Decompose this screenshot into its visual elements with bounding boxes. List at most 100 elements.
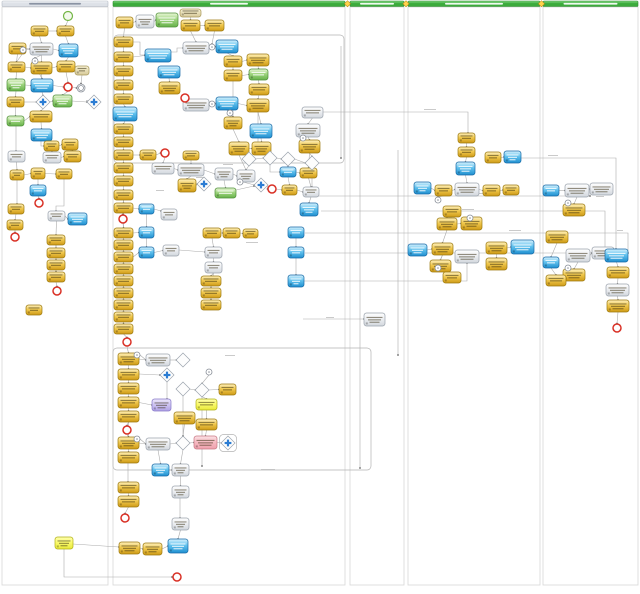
loop-marker-icon[interactable] [564, 199, 572, 207]
loop-marker-icon[interactable] [434, 196, 442, 204]
task-node[interactable] [118, 541, 141, 555]
task-node[interactable] [605, 283, 630, 297]
task-node[interactable] [542, 256, 560, 269]
gateway-exclusive-icon[interactable] [194, 382, 210, 398]
task-node[interactable] [485, 257, 508, 271]
task-node[interactable] [151, 463, 170, 477]
gateway-parallel-icon[interactable] [253, 177, 269, 193]
task-node[interactable] [177, 178, 197, 193]
task-node[interactable] [562, 203, 586, 217]
task-node[interactable] [215, 96, 239, 111]
end-event-icon[interactable] [267, 184, 277, 194]
task-node[interactable] [52, 94, 73, 108]
gateway-exclusive-icon[interactable] [304, 155, 320, 171]
task-node[interactable] [510, 239, 535, 255]
task-node[interactable] [113, 36, 134, 48]
task-node[interactable] [6, 219, 24, 231]
task-node[interactable] [455, 161, 476, 176]
task-node[interactable] [223, 69, 243, 82]
task-node[interactable] [138, 203, 155, 215]
task-node[interactable] [117, 382, 140, 395]
task-node[interactable] [202, 227, 222, 239]
gateway-parallel-icon[interactable] [86, 94, 102, 110]
task-node[interactable] [117, 410, 140, 423]
task-node[interactable] [436, 217, 458, 231]
loop-marker-icon[interactable] [133, 435, 141, 443]
task-node[interactable] [298, 139, 321, 154]
task-node[interactable] [182, 150, 200, 161]
task-node[interactable] [242, 228, 259, 239]
task-node[interactable] [46, 259, 66, 271]
task-node[interactable] [173, 411, 196, 425]
task-node[interactable] [113, 136, 134, 148]
task-node[interactable] [442, 205, 462, 218]
task-node[interactable] [113, 79, 134, 91]
task-node[interactable] [279, 166, 297, 178]
task-node[interactable] [485, 241, 508, 255]
task-node[interactable] [25, 304, 43, 316]
loop-marker-icon[interactable] [208, 43, 216, 51]
task-node[interactable] [223, 116, 243, 130]
task-node[interactable] [171, 517, 190, 531]
task-node[interactable] [502, 184, 520, 196]
end-event-icon[interactable] [180, 93, 190, 103]
task-node[interactable] [299, 202, 319, 217]
task-node[interactable] [228, 141, 250, 156]
task-node[interactable] [46, 247, 66, 259]
task-node[interactable] [145, 353, 171, 367]
task-node[interactable] [112, 106, 138, 122]
task-node[interactable] [42, 151, 62, 164]
task-node[interactable] [442, 271, 462, 284]
task-node[interactable] [58, 43, 79, 58]
task-node[interactable] [113, 239, 134, 251]
task-node[interactable] [295, 123, 321, 138]
task-node[interactable] [407, 243, 428, 257]
end-event-icon[interactable] [612, 323, 622, 333]
task-node[interactable] [457, 132, 476, 144]
task-node[interactable] [113, 263, 134, 275]
task-node[interactable] [113, 299, 134, 311]
task-node[interactable] [113, 65, 134, 77]
task-node[interactable] [287, 226, 305, 239]
task-node[interactable] [151, 162, 175, 175]
task-node[interactable] [204, 246, 223, 259]
task-node[interactable] [299, 167, 318, 179]
start-event-icon[interactable] [62, 10, 74, 22]
task-node[interactable] [214, 187, 237, 199]
end-event-icon[interactable] [120, 513, 130, 523]
task-node[interactable] [30, 78, 54, 93]
task-node[interactable] [454, 182, 480, 197]
gateway-parallel-icon[interactable] [220, 435, 236, 451]
gateway-exclusive-icon[interactable] [175, 381, 191, 397]
loop-marker-icon[interactable] [434, 264, 442, 272]
loop-marker-icon[interactable] [236, 178, 244, 186]
task-node[interactable] [248, 83, 270, 96]
task-node[interactable] [113, 251, 134, 263]
task-node[interactable] [30, 128, 53, 142]
task-node[interactable] [113, 175, 134, 187]
task-node[interactable] [484, 151, 502, 164]
task-node[interactable] [589, 182, 614, 196]
task-node[interactable] [200, 299, 222, 311]
task-node[interactable] [454, 249, 480, 264]
task-node[interactable] [545, 274, 567, 287]
task-node[interactable] [413, 181, 432, 195]
task-node[interactable] [63, 150, 82, 163]
task-node[interactable] [55, 168, 73, 180]
loop-marker-icon[interactable] [226, 109, 234, 117]
task-node[interactable] [167, 538, 189, 554]
task-node[interactable] [67, 212, 88, 226]
task-node[interactable] [160, 208, 178, 221]
task-node[interactable] [545, 230, 569, 244]
task-node[interactable] [214, 167, 234, 181]
task-node[interactable] [142, 542, 163, 556]
task-node[interactable] [155, 12, 179, 28]
end-event-icon[interactable] [160, 148, 170, 158]
task-node[interactable] [301, 106, 324, 119]
task-node[interactable] [138, 246, 155, 259]
task-node[interactable] [56, 60, 76, 73]
task-node[interactable] [195, 418, 218, 431]
task-node[interactable] [113, 311, 134, 323]
end-event-icon[interactable] [52, 286, 62, 296]
task-node[interactable] [29, 110, 53, 123]
